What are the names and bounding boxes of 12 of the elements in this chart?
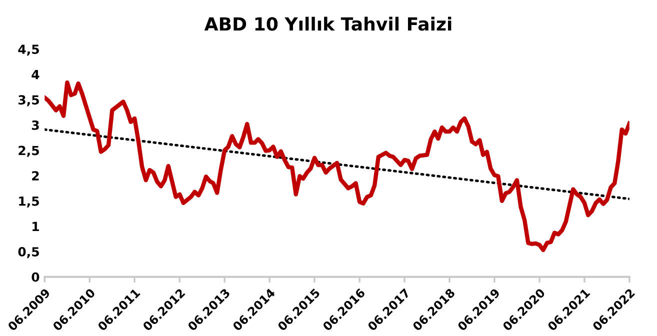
y-tick-label: 2 [32,171,39,180]
y-tick-label: 3,5 [18,95,39,106]
y-tick-label: 1 [32,222,39,231]
y-tick-label: 0,5 [18,247,39,258]
y-tick-label: 1,5 [19,196,39,208]
y-tick-label: 4,5 [18,44,39,56]
y-tick-label: 0 [32,272,40,282]
line-series [44,80,630,252]
y-tick-label: 4 [32,70,40,80]
chart-title: ABD 10 Yıllık Tahvil Faizi [204,16,452,31]
y-tick-label: 3 [32,120,39,130]
y-tick-label: 2,5 [18,146,39,157]
